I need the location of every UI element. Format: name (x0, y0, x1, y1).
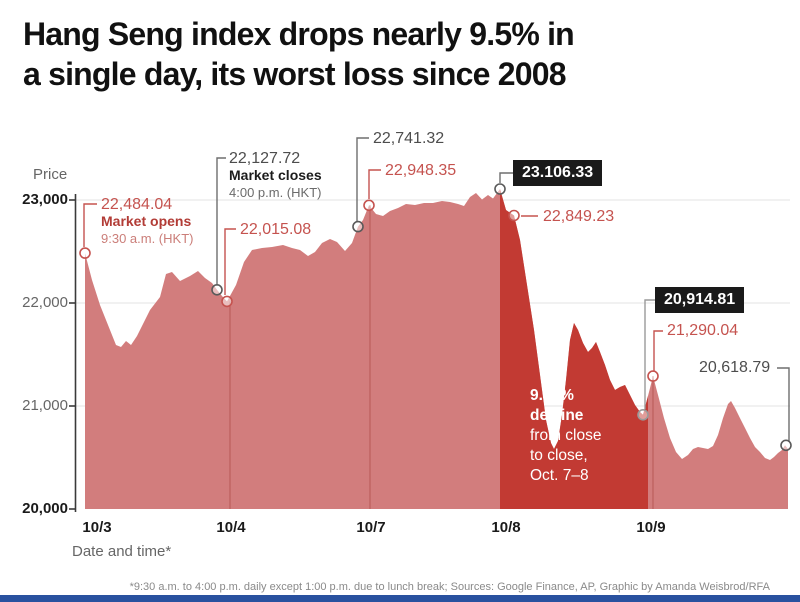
oct9-last-value: 20,618.79 (699, 359, 771, 376)
annotation-oct3-close: 22,127.72 Market closes 4:00 p.m. (HKT) (229, 150, 322, 201)
y-axis-title: Price (33, 166, 68, 183)
annotation-oct4-open: 22,015.08 (240, 221, 311, 238)
leader-line (777, 367, 790, 442)
x-tick-10-8: 10/8 (491, 519, 521, 536)
brand-bar (0, 595, 800, 602)
oct8-open-value: 22,849.23 (543, 208, 615, 225)
y-tick-23000: 23,000 (22, 191, 68, 208)
leader-line (356, 137, 369, 221)
marker-open (647, 370, 659, 382)
oct3-open-label: Market opens (101, 213, 192, 229)
oct9-open-value: 21,290.04 (667, 322, 739, 339)
y-tick-21000: 21,000 (22, 397, 68, 414)
decline-callout: 9.48% decline from close to close, Oct. … (530, 386, 602, 486)
decline-line5: Oct. 7–8 (530, 467, 589, 484)
leader-line (368, 169, 381, 199)
headline-line2: a single day, its worst loss since 2008 (23, 56, 567, 92)
x-tick-10-7: 10/7 (356, 519, 386, 536)
annotation-oct8-close-box: 20,914.81 (655, 287, 745, 313)
annotation-oct3-open: 22,484.04 Market opens 9:30 a.m. (HKT) (101, 196, 193, 247)
x-tick-10-4: 10/4 (216, 519, 246, 536)
leader-line (644, 299, 655, 409)
x-axis-title: Date and time* (72, 543, 172, 560)
oct3-open-time: 9:30 a.m. (HKT) (101, 231, 194, 246)
y-tick-22000: 22,000 (22, 294, 68, 311)
oct4-close-value: 22,741.32 (373, 130, 445, 147)
oct7-open-value: 22,948.35 (385, 162, 457, 179)
annotation-oct9-last: 20,618.79 (699, 359, 770, 376)
annotation-oct7-close-box: 23.106.33 (513, 160, 603, 186)
decline-area (500, 189, 648, 509)
marker-open (363, 199, 375, 212)
oct3-close-label: Market closes (229, 167, 322, 183)
oct3-close-value: 22,127.72 (229, 150, 301, 167)
leader-line (216, 157, 226, 284)
leader-line (83, 203, 97, 247)
oct3-close-time: 4:00 p.m. (HKT) (229, 185, 322, 200)
leader-line (653, 330, 663, 371)
x-tick-10-9: 10/9 (636, 519, 666, 536)
x-tick-10-3: 10/3 (82, 519, 112, 536)
marker-open (508, 209, 520, 222)
leader-line (224, 228, 236, 295)
y-tick-20000: 20,000 (22, 500, 68, 517)
marker-end (780, 439, 792, 452)
headline: Hang Seng index drops nearly 9.5% in a s… (23, 14, 575, 94)
headline-line1: Hang Seng index drops nearly 9.5% in (23, 16, 575, 52)
marker-open (79, 247, 91, 259)
marker-close_dark (637, 408, 649, 421)
annotation-oct4-close: 22,741.32 (373, 130, 444, 147)
marker-close (211, 283, 223, 296)
oct4-open-value: 22,015.08 (240, 221, 312, 238)
leader-line (499, 172, 513, 183)
decline-pct: 9.48% (530, 387, 574, 404)
annotation-oct8-open: 22,849.23 (543, 208, 614, 225)
marker-open (221, 295, 233, 308)
decline-line4: to close, (530, 447, 588, 464)
annotation-oct7-open: 22,948.35 (385, 162, 456, 179)
decline-line3: from close (530, 427, 602, 444)
source-credit: *9:30 a.m. to 4:00 p.m. daily except 1:0… (129, 581, 770, 593)
marker-close (494, 183, 506, 195)
marker-close (352, 220, 364, 233)
oct3-open-value: 22,484.04 (101, 196, 173, 213)
decline-word: decline (530, 407, 584, 424)
annotation-oct9-open: 21,290.04 (667, 322, 738, 339)
